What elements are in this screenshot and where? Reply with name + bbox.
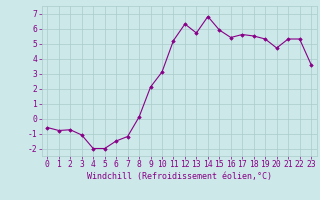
X-axis label: Windchill (Refroidissement éolien,°C): Windchill (Refroidissement éolien,°C) — [87, 172, 272, 181]
